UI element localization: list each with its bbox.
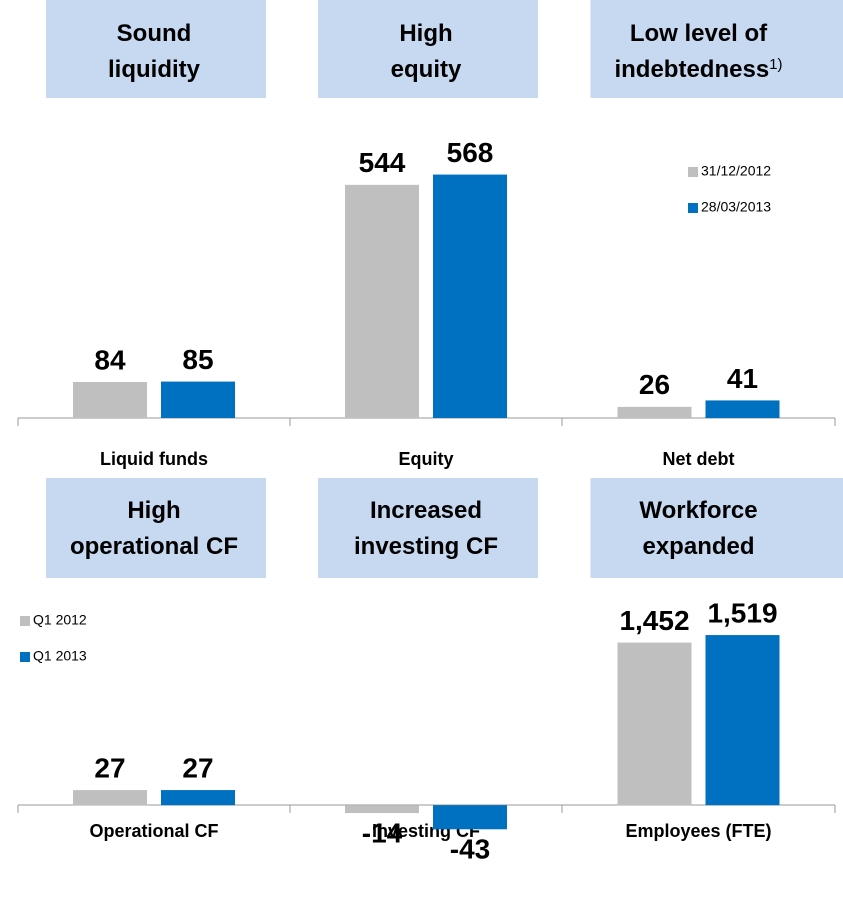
header-box (46, 0, 266, 98)
header-line: operational CF (70, 533, 238, 560)
value-label: 1,519 (707, 597, 777, 628)
bar (617, 642, 692, 806)
legend-swatch (688, 203, 698, 213)
header-line: investing CF (354, 533, 498, 560)
bar (433, 174, 507, 418)
legend-label: 31/12/2012 (701, 163, 771, 179)
header-line: Workforce (639, 497, 757, 524)
bar (345, 805, 419, 814)
value-label: 85 (182, 344, 213, 375)
value-label: 26 (639, 369, 670, 400)
legend-label: Q1 2012 (33, 612, 87, 628)
value-label: 27 (182, 752, 213, 783)
header-box (46, 478, 266, 578)
bar (161, 790, 235, 806)
header-box (318, 0, 538, 98)
header-line: indebtedness (614, 56, 769, 83)
header-text: investing CF (354, 533, 498, 560)
bar (161, 381, 235, 418)
header-note: 1) (769, 56, 782, 73)
header-text: liquidity (108, 56, 201, 83)
header-line: Sound (117, 20, 192, 47)
value-label: -14 (362, 817, 403, 848)
header-text: High (399, 20, 452, 47)
header-text: Sound (117, 20, 192, 47)
legend-swatch (20, 652, 30, 662)
bar (705, 400, 780, 418)
header-text: Workforce (639, 497, 757, 524)
bar (345, 184, 419, 418)
bar (73, 790, 147, 806)
value-label: 568 (447, 137, 494, 168)
legend-swatch (20, 616, 30, 626)
bar (73, 382, 147, 418)
value-label: -43 (450, 834, 490, 865)
bar (705, 635, 780, 806)
header-line: Low level of (630, 20, 768, 47)
bar (617, 406, 692, 418)
value-label: 41 (727, 363, 758, 394)
header-line: liquidity (108, 56, 201, 83)
category-label: Employees (FTE) (625, 821, 771, 841)
legend-label: 28/03/2013 (701, 199, 771, 215)
bar (433, 805, 507, 830)
header-text: Low level of (630, 20, 768, 47)
legend-label: Q1 2013 (33, 648, 87, 664)
header-text: expanded (642, 533, 754, 560)
header-text: equity (391, 56, 462, 83)
header-box (318, 478, 538, 578)
value-label: 544 (359, 147, 406, 178)
header-text: operational CF (70, 533, 238, 560)
category-label: Net debt (663, 449, 735, 469)
header-line: High (127, 497, 180, 524)
value-label: 84 (94, 344, 126, 375)
category-label: Liquid funds (100, 449, 208, 469)
category-label: Equity (398, 449, 453, 469)
header-line: High (399, 20, 452, 47)
value-label: 27 (94, 752, 125, 783)
category-label: Operational CF (89, 821, 218, 841)
header-text: indebtedness1) (614, 56, 782, 83)
value-label: 1,452 (619, 605, 689, 636)
header-box (590, 478, 843, 578)
header-line: equity (391, 56, 462, 83)
header-text: Increased (370, 497, 482, 524)
legend-swatch (688, 167, 698, 177)
header-line: expanded (642, 533, 754, 560)
header-text: High (127, 497, 180, 524)
header-line: Increased (370, 497, 482, 524)
header-box (590, 0, 843, 98)
